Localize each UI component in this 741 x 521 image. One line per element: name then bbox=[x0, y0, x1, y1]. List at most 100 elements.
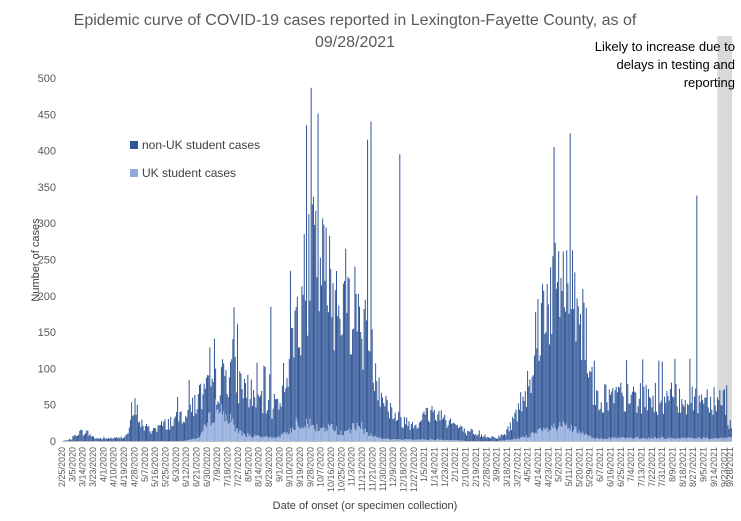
bar-uk bbox=[385, 438, 387, 441]
bar-uk bbox=[310, 425, 312, 441]
bar-non-uk bbox=[212, 381, 214, 424]
bar-non-uk bbox=[372, 382, 374, 437]
bar-non-uk bbox=[300, 355, 302, 429]
bar-non-uk bbox=[309, 300, 311, 420]
bar-uk bbox=[581, 433, 583, 441]
bar-non-uk bbox=[272, 408, 274, 437]
bar-non-uk bbox=[629, 403, 631, 438]
bar-uk bbox=[614, 437, 616, 441]
bar-non-uk bbox=[628, 404, 630, 439]
bar-non-uk bbox=[475, 434, 477, 441]
legend-label-uk: UK student cases bbox=[142, 166, 237, 180]
bar-uk bbox=[279, 437, 281, 441]
bar-non-uk bbox=[112, 438, 114, 441]
bar-non-uk bbox=[644, 407, 646, 439]
bar-non-uk bbox=[636, 412, 638, 437]
bar-non-uk bbox=[717, 397, 719, 439]
bar-non-uk bbox=[523, 400, 525, 438]
bar-uk bbox=[222, 414, 224, 441]
bar-non-uk bbox=[316, 277, 318, 424]
bar-uk bbox=[615, 438, 617, 441]
bar-uk bbox=[728, 437, 730, 441]
bar-non-uk bbox=[612, 388, 614, 437]
bar-non-uk bbox=[662, 413, 664, 438]
bar-non-uk bbox=[223, 363, 225, 411]
bar-uk bbox=[342, 435, 344, 441]
bar-uk bbox=[535, 432, 537, 441]
bar-non-uk bbox=[566, 250, 568, 424]
bar-uk bbox=[540, 429, 542, 441]
bar-non-uk bbox=[399, 154, 401, 440]
bar-uk bbox=[203, 424, 205, 441]
bar-non-uk bbox=[456, 424, 458, 441]
bar-non-uk bbox=[660, 400, 662, 437]
bar-non-uk bbox=[403, 416, 405, 440]
bar-non-uk bbox=[284, 391, 286, 432]
bar-non-uk bbox=[430, 409, 432, 440]
bar-non-uk bbox=[486, 436, 488, 441]
bar-uk bbox=[638, 439, 640, 441]
bar-non-uk bbox=[659, 403, 661, 440]
bar-non-uk bbox=[260, 395, 262, 437]
bar-uk bbox=[643, 438, 645, 441]
bar-uk bbox=[525, 435, 527, 441]
bar-non-uk bbox=[598, 410, 600, 439]
bar-uk bbox=[426, 440, 428, 441]
x-tick-label: 1/14/2021 bbox=[430, 447, 440, 487]
bar-non-uk bbox=[443, 417, 445, 440]
bar-non-uk bbox=[591, 366, 593, 439]
bar-non-uk bbox=[700, 394, 702, 439]
bar-non-uk bbox=[280, 406, 282, 435]
bar-non-uk bbox=[165, 429, 167, 441]
bar-non-uk bbox=[287, 386, 289, 436]
bar-non-uk bbox=[327, 312, 329, 424]
bar-non-uk bbox=[482, 436, 484, 441]
bar-uk bbox=[597, 438, 599, 441]
bar-non-uk bbox=[599, 408, 601, 439]
bar-uk bbox=[703, 437, 705, 441]
bar-non-uk bbox=[455, 425, 457, 441]
bar-non-uk bbox=[574, 272, 576, 427]
bar-non-uk bbox=[653, 411, 655, 438]
bar-uk bbox=[651, 438, 653, 441]
bar-non-uk bbox=[650, 398, 652, 439]
bar-uk bbox=[718, 438, 720, 441]
bar-uk bbox=[274, 436, 276, 441]
x-tick-label: 12/9/2020 bbox=[388, 447, 398, 487]
bar-non-uk bbox=[286, 378, 288, 433]
bar-non-uk bbox=[487, 437, 489, 441]
bar-non-uk bbox=[207, 375, 209, 423]
bar-uk bbox=[200, 435, 202, 441]
bar-uk bbox=[645, 438, 647, 441]
bar-uk bbox=[706, 437, 708, 441]
bar-uk bbox=[230, 413, 232, 441]
bar-non-uk bbox=[681, 399, 683, 438]
bar-non-uk bbox=[117, 438, 119, 441]
bar-non-uk bbox=[539, 355, 541, 429]
bar-non-uk bbox=[428, 420, 430, 441]
bar-uk bbox=[287, 435, 289, 441]
bar-uk bbox=[321, 428, 323, 441]
bar-non-uk bbox=[535, 311, 537, 433]
bar-uk bbox=[436, 439, 438, 441]
bar-uk bbox=[224, 421, 226, 441]
bar-uk bbox=[271, 438, 273, 441]
bar-non-uk bbox=[137, 422, 139, 441]
bar-non-uk bbox=[326, 305, 328, 432]
bar-uk bbox=[392, 439, 394, 441]
bar-uk bbox=[408, 439, 410, 441]
bar-non-uk bbox=[562, 251, 564, 422]
bar-uk bbox=[672, 438, 674, 441]
bar-non-uk bbox=[152, 428, 154, 441]
bar-non-uk bbox=[159, 425, 161, 441]
x-tick-label: 4/28/2020 bbox=[129, 447, 139, 487]
bar-non-uk bbox=[225, 370, 227, 415]
bar-non-uk bbox=[706, 389, 708, 438]
bar-non-uk bbox=[489, 438, 491, 441]
bar-non-uk bbox=[691, 386, 693, 439]
bar-uk bbox=[700, 438, 702, 441]
x-tick-label: 5/11/2021 bbox=[564, 447, 574, 486]
bar-non-uk bbox=[565, 311, 567, 426]
bar-uk bbox=[583, 434, 585, 441]
bar-uk bbox=[557, 428, 559, 441]
